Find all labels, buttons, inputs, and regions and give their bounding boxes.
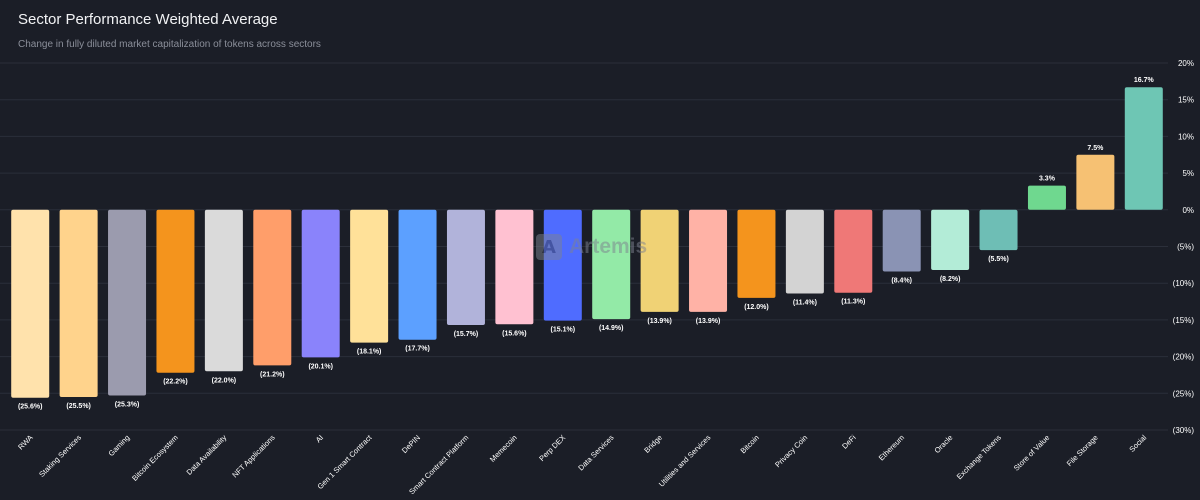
bar [495,209,534,325]
bar-value-label: (5.5%) [988,256,1009,263]
bar [398,209,437,340]
value-labels-layer: (25.6%) (25.5%) (25.3%) (22.2%) (22.0%) (21.2… [18,77,1155,410]
x-category-label: Perp DEX [537,433,567,463]
x-category-label: File Storage [1065,433,1100,468]
x-category-label: NFT Applications [230,433,277,480]
bar [1027,185,1066,210]
bar [543,209,582,321]
bar [882,209,921,272]
bar-value-label: (25.3%) [115,402,140,409]
bar-value-label: (13.9%) [647,318,672,325]
bar [979,209,1018,251]
x-category-label: Utilities and Services [657,433,713,489]
x-category-label: Bitcoin Ecosystem [130,433,180,483]
bar-value-label: (15.6%) [502,330,527,337]
bar [446,209,485,326]
bar [737,209,776,298]
x-category-label: AI [314,433,325,444]
bar-value-label: (25.5%) [66,403,91,410]
y-tick-label: 0% [1182,206,1194,215]
y-tick-label: (30%) [1173,426,1195,435]
bar [592,209,631,320]
bar [931,209,970,270]
bar-value-label: (18.1%) [357,349,382,356]
bar [204,209,243,372]
bar [11,209,50,398]
x-category-label: Gen 1 Smart Contract [316,432,375,491]
bar [640,209,679,312]
bar-value-label: (8.4%) [891,277,912,284]
artemis-watermark-text: Artemis [569,235,648,258]
x-category-label: DePIN [400,433,422,455]
bar-value-label: (22.2%) [163,379,188,386]
bar-value-label: (22.0%) [212,377,237,384]
y-tick-label: (5%) [1177,243,1194,252]
bar-value-label: 3.3% [1039,176,1056,183]
x-category-label: Memecoin [488,433,519,464]
x-category-label: Store of Value [1012,433,1052,473]
x-category-label: Data Availability [185,433,229,477]
bar-value-label: 7.5% [1087,145,1104,152]
y-tick-label: (25%) [1173,389,1195,398]
bar-value-label: (8.2%) [940,276,961,283]
x-category-label: Ethereum [877,433,906,462]
bar [1076,154,1115,210]
y-tick-label: (15%) [1173,316,1195,325]
grid-layer [0,62,1168,431]
x-category-label: RWA [16,433,34,451]
bar-value-label: (25.6%) [18,404,43,411]
x-category-label: Privacy Coin [773,433,809,469]
x-category-label: Oracle [933,433,955,455]
bar [785,209,824,294]
bar [689,209,728,312]
y-tick-label: 15% [1178,96,1194,105]
x-category-label: DeFi [840,433,858,451]
bar-value-label: (17.7%) [405,346,430,353]
bar [108,209,147,396]
bar [59,209,98,397]
chart-header: Sector Performance Weighted Average Chan… [18,10,321,51]
x-category-label: Bitcoin [739,433,761,455]
chart-subtitle: Change in fully diluted market capitaliz… [18,39,321,50]
bar-value-label: 16.7% [1134,77,1155,84]
y-tick-label: (10%) [1173,279,1195,288]
bar-value-label: (15.1%) [551,327,576,334]
x-category-label: Staking Services [37,433,83,479]
bar-value-label: (13.9%) [696,318,721,325]
x-category-label: Bridge [642,433,664,455]
x-category-label: Data Services [576,433,616,473]
bar [1124,87,1163,210]
x-category-label: Social [1127,433,1148,454]
bar [350,209,389,343]
bar-value-label: (12.0%) [744,304,769,311]
bar [834,209,873,293]
bars-layer [11,87,1163,398]
bar [156,209,195,373]
x-category-label: Gaming [107,433,132,458]
bar-value-label: (15.7%) [454,331,479,338]
y-axis-tick-labels: 20% 15% 10% 5% 0% (5%) (10%) (15%) (20%) (25%) (30… [1173,59,1195,435]
artemis-watermark: A Artemis [536,234,647,260]
bar-value-label: (21.2%) [260,371,285,378]
bar-value-label: (14.9%) [599,325,624,332]
bar-value-label: (20.1%) [308,363,333,370]
bar [301,209,340,358]
y-tick-label: 10% [1178,132,1194,141]
y-tick-label: (20%) [1173,353,1195,362]
bar [253,209,292,366]
x-category-label: Exchange Tokens [955,433,1003,481]
y-tick-label: 20% [1178,59,1194,68]
bar-value-label: (11.4%) [793,299,817,306]
bar-value-label: (11.3%) [841,299,865,306]
chart-title: Sector Performance Weighted Average [18,11,278,28]
artemis-logo-icon: A [536,234,562,260]
y-tick-label: 5% [1182,169,1194,178]
